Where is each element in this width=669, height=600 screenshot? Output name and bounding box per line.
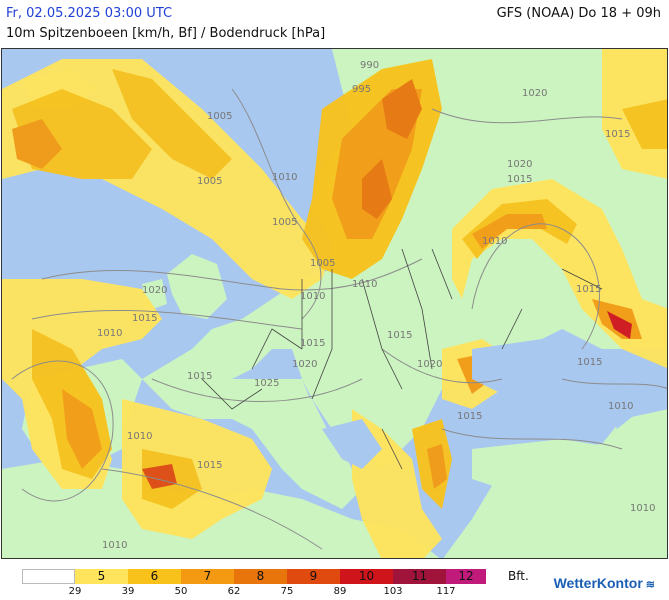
isobar-label: 1010	[102, 540, 127, 551]
isobar-label: 1005	[197, 176, 222, 187]
legend-cell-bf6: 6	[128, 569, 181, 584]
isobar-label: 1020	[507, 159, 532, 170]
isobar-label: 1005	[310, 258, 335, 269]
isobar-label: 1020	[292, 359, 317, 370]
isobar-label: 1015	[507, 174, 532, 185]
isobar-label: 1010	[352, 279, 377, 290]
legend-tick: 62	[227, 586, 241, 597]
isobar-label: 1015	[300, 338, 325, 349]
isobar-label: 1020	[142, 285, 167, 296]
isobar-lines	[11, 88, 667, 550]
isobar-label: 1015	[576, 284, 601, 295]
legend-cell-bf11: 11	[393, 569, 446, 584]
wave-icon: ≋	[645, 579, 655, 591]
isobar-label: 1020	[417, 359, 442, 370]
isobar-label: 1010	[272, 172, 297, 183]
isobar-label: 1010	[97, 328, 122, 339]
isobar-label: 1025	[254, 378, 279, 389]
isobar-label: 1020	[522, 88, 547, 99]
legend-tick: 117	[436, 586, 456, 597]
isobar-label: 1015	[457, 411, 482, 422]
weather-map[interactable]: 1005 1005 1005 1005 1020 1015 1010 1015 …	[1, 48, 668, 559]
isobar-labels: 1005 1005 1005 1005 1020 1015 1010 1015 …	[97, 60, 655, 551]
isobar-label: 1010	[482, 236, 507, 247]
legend-cell-empty	[22, 569, 75, 584]
isobar-label: 1005	[207, 111, 232, 122]
isobar-label: 1010	[127, 431, 152, 442]
legend-tick: 89	[333, 586, 347, 597]
isobar-label: 1005	[272, 217, 297, 228]
model-run-label: GFS (NOAA) Do 18 + 09h	[496, 6, 661, 21]
isobar-label: 1015	[605, 129, 630, 140]
legend-cell-bf5: 5	[75, 569, 128, 584]
wetterkontor-logo[interactable]: WetterKontor ≋	[554, 575, 655, 591]
legend-tick: 39	[121, 586, 135, 597]
legend-cell-bf8: 8	[234, 569, 287, 584]
valid-time-label: Fr, 02.05.2025 03:00 UTC	[6, 6, 173, 21]
map-parameter-title: 10m Spitzenboeen [km/h, Bf] / Bodendruck…	[6, 26, 326, 41]
isobar-label: 1015	[132, 313, 157, 324]
isobar-label: 1015	[197, 460, 222, 471]
legend-cell-bf9: 9	[287, 569, 340, 584]
isobar-label: 990	[360, 60, 379, 71]
legend-cell-bf10: 10	[340, 569, 393, 584]
isobar-label: 1010	[300, 291, 325, 302]
isobar-label: 1015	[577, 357, 602, 368]
legend-unit: Bft.	[508, 569, 529, 583]
legend-cell-bf12: 12	[446, 569, 486, 584]
brand-name: WetterKontor	[553, 575, 643, 591]
isobar-label: 1015	[387, 330, 412, 341]
country-borders	[201, 248, 603, 470]
legend-tick: 103	[383, 586, 403, 597]
isobar-label: 1015	[187, 371, 212, 382]
legend-tick: 50	[174, 586, 188, 597]
isobar-label: 1010	[630, 503, 655, 514]
isobar-label: 1010	[608, 401, 633, 412]
isobar-label: 995	[352, 84, 371, 95]
legend-cell-bf7: 7	[181, 569, 234, 584]
legend-tick: 75	[280, 586, 294, 597]
weather-map-canvas: 1005 1005 1005 1005 1020 1015 1010 1015 …	[2, 49, 667, 558]
legend-tick: 29	[68, 586, 82, 597]
